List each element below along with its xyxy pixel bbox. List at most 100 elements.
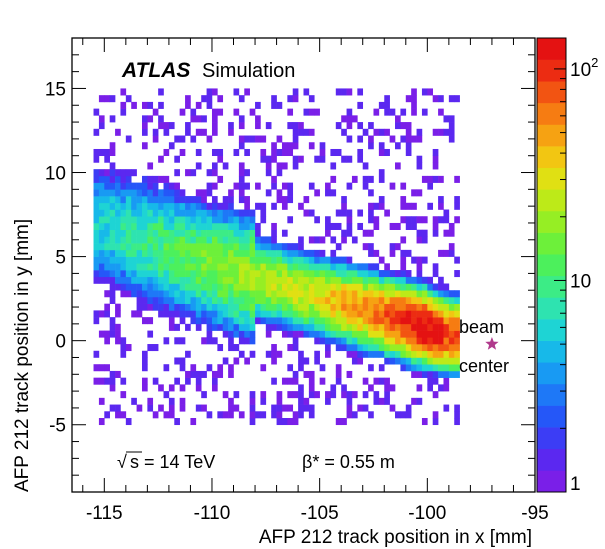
histogram-cell	[292, 283, 299, 291]
histogram-cell	[152, 175, 159, 183]
histogram-cell	[448, 350, 455, 358]
colorbar-tick-label: 1	[570, 474, 581, 495]
histogram-cell	[238, 236, 245, 244]
histogram-cell	[276, 249, 283, 257]
histogram-cell	[244, 290, 250, 298]
histogram-cell	[104, 148, 110, 157]
histogram-cell	[400, 249, 407, 257]
histogram-cell	[330, 283, 337, 291]
histogram-cell	[174, 243, 180, 251]
histogram-cell	[373, 391, 380, 399]
histogram-cell	[222, 330, 229, 338]
histogram-cell	[98, 115, 105, 123]
histogram-cell	[378, 397, 385, 405]
histogram-cell	[228, 249, 234, 257]
histogram-cell	[314, 391, 320, 399]
histogram-cell	[448, 323, 455, 331]
histogram-cell	[271, 323, 277, 331]
histogram-cell	[271, 357, 277, 365]
histogram-cell	[174, 303, 180, 311]
histogram-cell	[152, 229, 159, 237]
histogram-cell	[265, 310, 272, 318]
histogram-cell	[265, 155, 272, 163]
histogram-cell	[405, 216, 412, 224]
histogram-cell	[405, 310, 412, 318]
histogram-cell	[228, 370, 234, 378]
histogram-cell	[292, 391, 299, 399]
histogram-cell	[217, 270, 224, 278]
histogram-cell	[395, 270, 401, 278]
histogram-cell	[400, 290, 407, 298]
histogram-cell	[233, 216, 240, 224]
histogram-cell	[168, 290, 175, 298]
histogram-cell	[335, 209, 342, 217]
histogram-cell	[421, 175, 428, 183]
histogram-cell	[93, 196, 100, 204]
histogram-cell	[168, 317, 175, 325]
histogram-cell	[438, 344, 444, 352]
histogram-cell	[335, 303, 342, 311]
histogram-cell	[346, 404, 353, 412]
histogram-cell	[206, 263, 213, 271]
histogram-cell	[163, 310, 170, 318]
x-axis-label: AFP 212 track position in x [mm]	[259, 527, 532, 548]
histogram-cell	[244, 317, 250, 325]
histogram-cell	[222, 296, 229, 304]
histogram-cell	[141, 175, 148, 183]
histogram-cell	[303, 317, 310, 325]
histogram-cell	[174, 418, 180, 426]
histogram-cell	[238, 303, 245, 311]
histogram-cell	[120, 209, 127, 217]
histogram-cell	[292, 122, 299, 130]
histogram-cell	[432, 222, 439, 230]
histogram-cell	[271, 175, 277, 183]
histogram-cell	[174, 357, 180, 365]
histogram-cell	[405, 357, 412, 365]
histogram-cell	[206, 303, 213, 311]
histogram-cell	[271, 202, 277, 210]
histogram-cell	[141, 222, 148, 230]
histogram-cell	[163, 276, 170, 284]
histogram-cell	[115, 370, 121, 378]
histogram-cell	[238, 270, 245, 278]
histogram-cell	[228, 189, 234, 197]
histogram-cell	[432, 283, 439, 291]
histogram-cell	[249, 249, 256, 257]
histogram-cell	[265, 303, 272, 311]
histogram-cell	[448, 229, 455, 237]
histogram-cell	[255, 122, 261, 130]
histogram-cell	[217, 323, 224, 331]
histogram-cell	[255, 135, 261, 143]
histogram-cell	[421, 283, 428, 291]
histogram-cell	[330, 323, 337, 331]
histogram-cell	[141, 276, 148, 284]
histogram-cell	[104, 276, 110, 284]
histogram-cell	[190, 296, 197, 304]
histogram-cell	[389, 404, 396, 412]
histogram-cell	[98, 169, 105, 177]
histogram-cell	[179, 397, 186, 405]
histogram-cell	[152, 263, 159, 271]
histogram-cell	[303, 283, 310, 291]
histogram-cell	[292, 344, 299, 352]
histogram-cell	[432, 148, 439, 157]
histogram-cell	[389, 249, 396, 257]
histogram-cell	[314, 323, 320, 331]
histogram-cell	[287, 243, 294, 251]
histogram-cell	[271, 182, 277, 190]
histogram-cell	[109, 249, 116, 257]
histogram-cell	[163, 148, 170, 157]
histogram-cell	[319, 377, 326, 385]
histogram-cell	[448, 222, 455, 230]
histogram-cell	[308, 317, 315, 325]
histogram-cell	[389, 357, 396, 365]
histogram-cell	[357, 404, 364, 412]
histogram-cell	[287, 317, 294, 325]
histogram-cell	[308, 404, 315, 412]
histogram-cell	[206, 270, 213, 278]
histogram-cell	[163, 263, 170, 271]
histogram-cell	[233, 303, 240, 311]
histogram-cell	[271, 310, 277, 318]
histogram-cell	[281, 263, 288, 271]
histogram-cell	[432, 162, 439, 170]
